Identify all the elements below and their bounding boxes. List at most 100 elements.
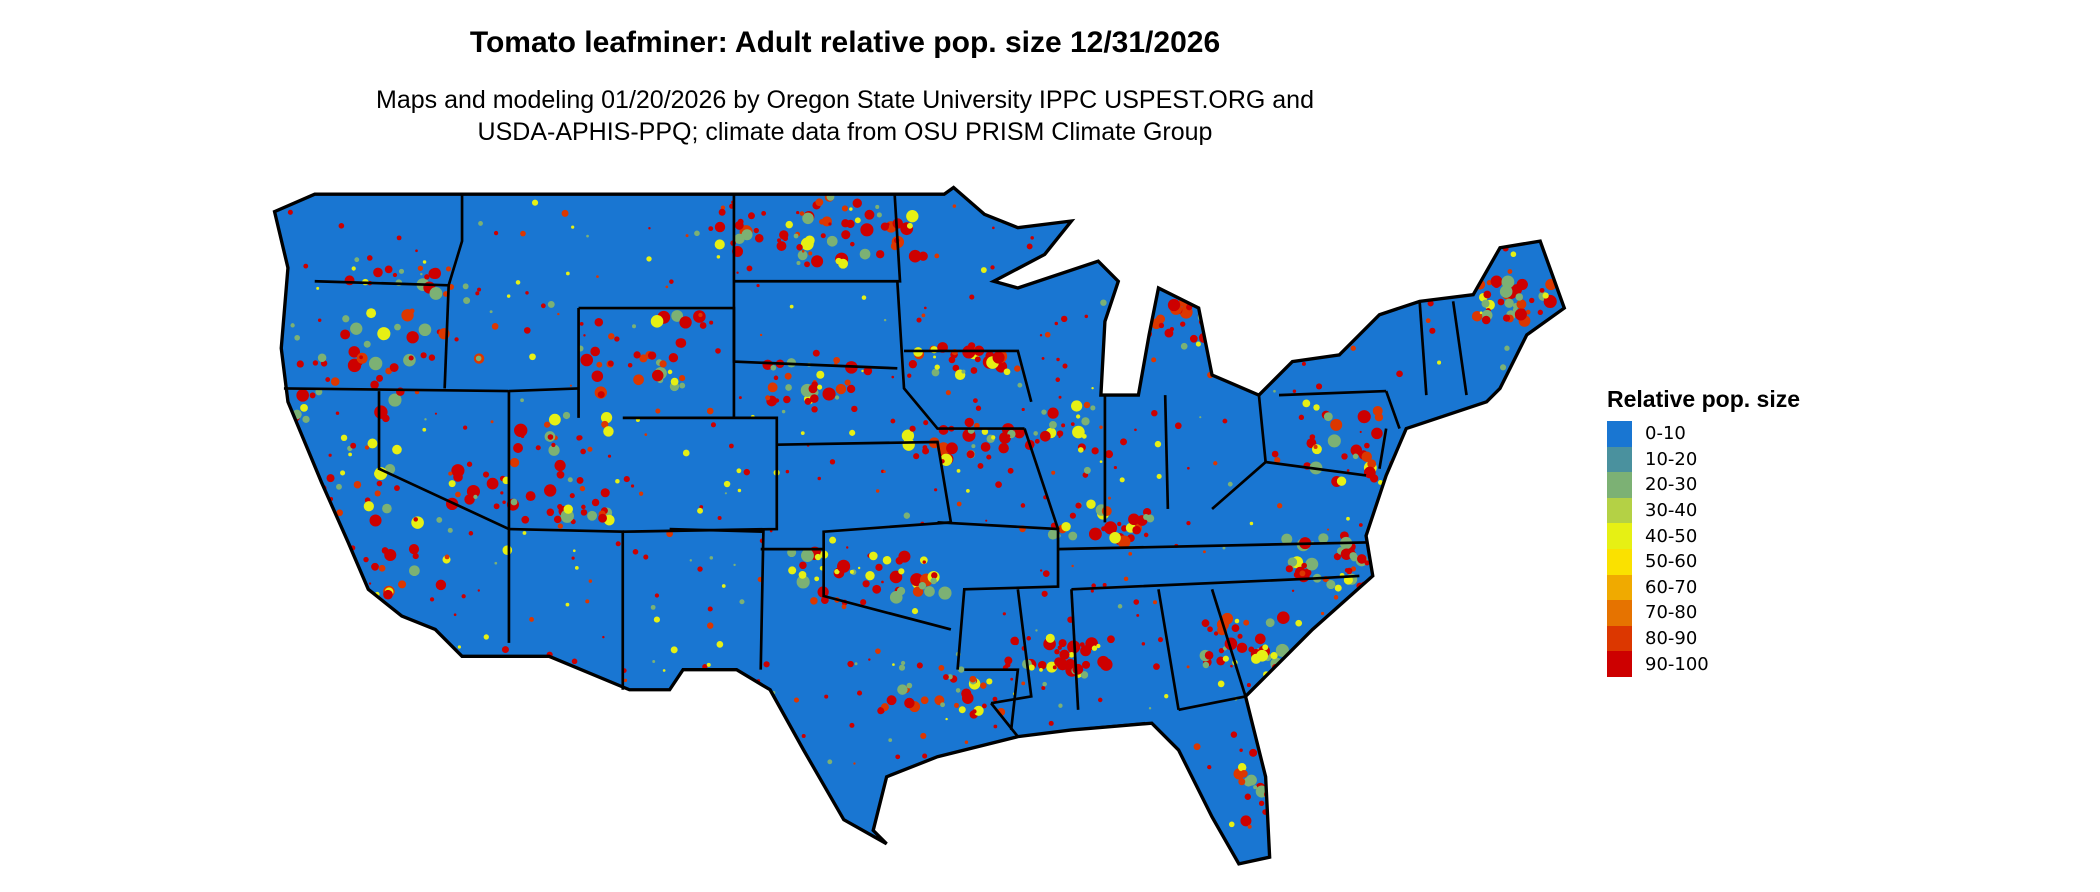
hotspot [1061,521,1071,532]
hotspot [394,485,400,491]
hotspot [1077,447,1084,453]
hotspot [1369,474,1379,483]
hotspot [1272,343,1280,351]
hotspot [514,423,528,438]
hotspot [570,805,577,811]
hotspot [738,396,742,400]
hotspot [1350,345,1356,351]
hotspot [1519,280,1528,289]
hotspot [413,741,420,747]
hotspot [376,374,384,382]
hotspot [792,784,796,788]
hotspot [1273,389,1276,393]
hotspot [525,491,536,502]
hotspot [1548,619,1553,625]
hotspot [1280,763,1284,767]
hotspot [662,754,669,761]
hotspot [1026,243,1033,250]
hotspot [556,470,565,479]
hotspot [815,198,824,207]
hotspot [1199,416,1202,419]
hotspot [1229,354,1237,362]
hotspot [1281,533,1293,545]
hotspot [1030,236,1034,240]
state-border [1157,589,1180,711]
hotspot [1091,447,1099,455]
hotspot [379,672,385,678]
hotspot [1499,285,1513,298]
hotspot [968,342,976,350]
hotspot [338,794,343,799]
hotspot [857,690,863,696]
hotspot [1044,331,1051,338]
hotspot [1090,589,1094,593]
hotspot [1304,694,1308,697]
hotspot [553,515,562,524]
hotspot [368,356,383,371]
hotspot [551,442,556,448]
hotspot [662,669,666,672]
hotspot [520,230,526,237]
hotspot [376,480,383,487]
hotspot [746,265,753,272]
hotspot [820,233,826,239]
hotspot [1152,600,1158,605]
hotspot [957,666,965,673]
hotspot [561,209,569,217]
hotspot [1005,662,1011,668]
hotspot [546,508,555,517]
hotspot [359,601,366,608]
hotspot [571,556,575,560]
legend-label: 0-10 [1645,423,1686,445]
hotspot [767,382,778,393]
hotspot [520,434,525,439]
hotspot [418,323,432,337]
hotspot [875,204,880,209]
hotspot [489,310,493,314]
hotspot [1202,550,1206,554]
hotspot [567,477,573,483]
state-border [895,281,1025,430]
hotspot [886,222,890,226]
state-border [937,521,1060,670]
hotspot [1529,297,1535,304]
hotspot [821,821,825,824]
hotspot [1169,326,1175,332]
hotspot [409,565,420,577]
hotspot [347,358,362,373]
hotspot [388,465,394,471]
hotspot [1035,629,1038,632]
hotspot [531,199,539,206]
hotspot [374,490,381,497]
hotspot [743,468,750,476]
hotspot [1380,776,1386,782]
hotspot [928,848,935,854]
hotspot [1049,420,1057,429]
hotspot [849,429,856,436]
hotspot [388,393,402,407]
hotspot [303,263,309,269]
hotspot [1100,299,1107,306]
hotspot [316,286,320,290]
hotspot [1151,357,1157,363]
hotspot [801,249,805,253]
hotspot [434,412,438,415]
hotspot [1271,450,1279,458]
hotspot [643,554,649,560]
hotspot [521,515,530,524]
hotspot [1159,208,1163,212]
hotspot [1480,723,1486,729]
hotspot [784,372,792,380]
state-border [1070,589,1080,710]
hotspot [1296,803,1300,808]
hotspot [608,333,615,340]
hotspot [515,280,521,285]
hotspot [353,480,362,489]
hotspot [407,848,413,854]
hotspot [1499,775,1502,778]
hotspot [1332,839,1336,844]
hotspot [699,322,707,329]
hotspot [580,509,588,516]
hotspot [883,318,887,322]
hotspot [502,500,506,504]
